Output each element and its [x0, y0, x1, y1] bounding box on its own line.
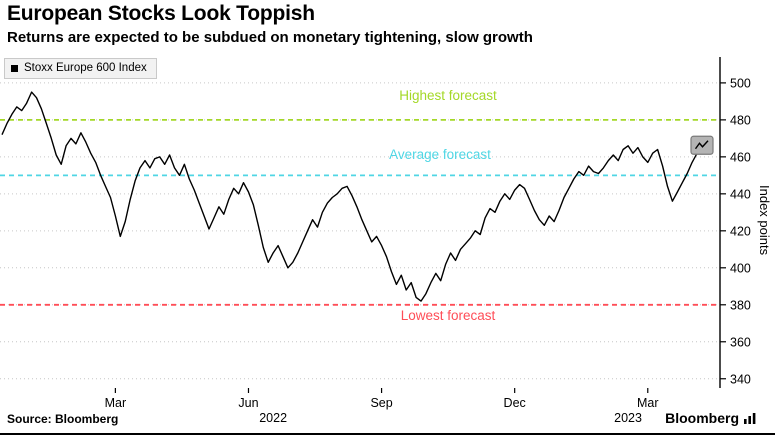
- average-forecast-label: Average forecast: [389, 147, 491, 162]
- bloomberg-logo: Bloomberg: [665, 410, 757, 426]
- svg-text:380: 380: [730, 298, 751, 312]
- svg-text:480: 480: [730, 113, 751, 127]
- svg-text:2023: 2023: [614, 411, 642, 425]
- svg-text:Mar: Mar: [105, 396, 127, 410]
- svg-text:460: 460: [730, 150, 751, 164]
- svg-text:Sep: Sep: [370, 396, 392, 410]
- svg-text:360: 360: [730, 335, 751, 349]
- svg-text:Mar: Mar: [637, 396, 659, 410]
- legend-label: Stoxx Europe 600 Index: [24, 62, 147, 74]
- legend: Stoxx Europe 600 Index: [4, 58, 157, 79]
- svg-text:420: 420: [730, 224, 751, 238]
- footer-divider: [0, 433, 775, 435]
- lowest-forecast-label: Lowest forecast: [400, 308, 496, 323]
- bloomberg-bars-icon: [744, 413, 756, 424]
- bloomberg-logo-text: Bloomberg: [665, 410, 739, 426]
- chart-subtitle: Returns are expected to be subdued on mo…: [7, 29, 533, 46]
- highest-forecast-label: Highest forecast: [399, 88, 497, 103]
- chart-title: European Stocks Look Toppish: [7, 2, 315, 25]
- svg-text:340: 340: [730, 372, 751, 386]
- source-attribution: Source: Bloomberg: [7, 412, 119, 426]
- y-axis-title: Index points: [757, 184, 772, 256]
- svg-text:Jun: Jun: [238, 396, 258, 410]
- svg-text:500: 500: [730, 76, 751, 90]
- svg-text:Dec: Dec: [504, 396, 526, 410]
- svg-text:400: 400: [730, 261, 751, 275]
- legend-swatch-icon: [11, 65, 18, 72]
- svg-text:2022: 2022: [259, 411, 287, 425]
- svg-text:440: 440: [730, 187, 751, 201]
